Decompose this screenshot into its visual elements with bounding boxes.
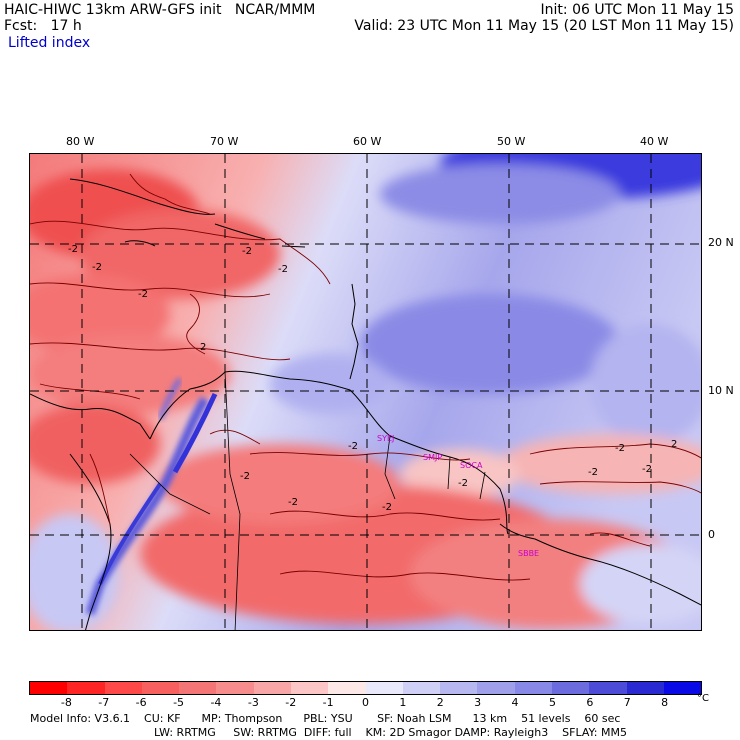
- contour-label: -2: [242, 246, 252, 257]
- contour-label: -2: [240, 471, 250, 482]
- colorbar-cell: [179, 682, 217, 694]
- contour-label: -2: [92, 262, 102, 273]
- model-title: HAIC-HIWC 13km ARW-GFS init NCAR/MMM: [4, 2, 316, 18]
- contour-label: -2: [588, 467, 598, 478]
- colorbar-cell: [328, 682, 366, 694]
- colorbar-cell: [626, 682, 664, 694]
- colorbar-cell: [104, 682, 142, 694]
- colorbar-tick-label: 4: [511, 696, 519, 709]
- colorbar-cell: [216, 682, 254, 694]
- contour-label: -2: [615, 443, 625, 454]
- lat-label-10n: 10 N: [708, 384, 734, 397]
- colorbar-tick-label: 3: [474, 696, 482, 709]
- coastlines: [30, 178, 701, 630]
- colorbar-cell: [402, 682, 441, 694]
- lon-label-40w: 40 W: [640, 135, 669, 148]
- lon-label-80w: 80 W: [66, 135, 95, 148]
- colorbar-tick-label: 6: [586, 696, 594, 709]
- contours: [30, 173, 701, 581]
- colorbar-tick-label: 2: [436, 696, 444, 709]
- contour-label: -2: [458, 478, 468, 489]
- graticule: [30, 154, 701, 630]
- colorbar-unit: °C: [697, 693, 709, 704]
- colorbar-tick-label: -5: [173, 696, 185, 709]
- lon-label-70w: 70 W: [210, 135, 239, 148]
- colorbar-tick-label: -8: [60, 696, 72, 709]
- colorbar: [29, 681, 702, 695]
- map-canvas: -2 -2 -2 -2 -2 2 -2 -2 -2 -2 -2 -2 -2 -2…: [30, 154, 701, 630]
- contour-label: -2: [348, 441, 358, 452]
- stations: SYEJ SMJP SOCA SBBE: [377, 434, 539, 558]
- colorbar-tick-label: 8: [661, 696, 669, 709]
- model-info-line1: Model Info: V3.6.1 CU: KF MP: Thompson P…: [30, 712, 621, 725]
- colorbar-cell: [290, 682, 329, 694]
- field-blobs: [30, 154, 701, 630]
- contour-labels: -2 -2 -2 -2 -2 2 -2 -2 -2 -2 -2 -2 -2 -2…: [68, 244, 677, 513]
- colorbar-cell: [514, 682, 552, 694]
- contour-label: -2: [68, 244, 78, 255]
- colorbar-tick-label: -2: [285, 696, 297, 709]
- station-syej: SYEJ: [377, 434, 394, 443]
- contour-label: 2: [671, 439, 677, 450]
- field-name: Lifted index: [8, 35, 91, 51]
- colorbar-cell: [477, 682, 515, 694]
- station-soca: SOCA: [460, 461, 483, 470]
- colorbar-cell: [440, 682, 478, 694]
- colorbar-tick-label: 1: [399, 696, 407, 709]
- colorbar-tick-label: -1: [322, 696, 334, 709]
- andes-blue-ridge: [85, 377, 218, 616]
- colorbar-tick-label: 7: [623, 696, 631, 709]
- init-time: Init: 06 UTC Mon 11 May 15: [540, 2, 734, 18]
- contour-label: 2: [200, 342, 206, 353]
- colorbar-tick-label: -7: [98, 696, 110, 709]
- colorbar-tick-label: 5: [548, 696, 556, 709]
- lat-label-0: 0: [708, 528, 715, 541]
- colorbar-cell: [663, 682, 702, 694]
- colorbar-cell: [67, 682, 105, 694]
- colorbar-tick-label: 0: [362, 696, 369, 709]
- lifted-index-map: -2 -2 -2 -2 -2 2 -2 -2 -2 -2 -2 -2 -2 -2…: [29, 153, 702, 631]
- model-info-line2: LW: RRTMG SW: RRTMG DIFF: full KM: 2D Sm…: [154, 726, 627, 739]
- contour-label: -2: [138, 289, 148, 300]
- forecast-hour: Fcst: 17 h: [4, 18, 82, 34]
- colorbar-cell: [589, 682, 627, 694]
- contour-label: -2: [278, 264, 288, 275]
- lon-label-50w: 50 W: [497, 135, 526, 148]
- station-smjp: SMJP: [423, 453, 442, 462]
- contour-label: -2: [382, 502, 392, 513]
- contour-label: -2: [642, 464, 652, 475]
- station-sbbe: SBBE: [518, 549, 539, 558]
- colorbar-tick-label: -3: [247, 696, 259, 709]
- colorbar-cell: [141, 682, 180, 694]
- valid-time: Valid: 23 UTC Mon 11 May 15 (20 LST Mon …: [354, 18, 734, 34]
- colorbar-tick-label: -6: [135, 696, 147, 709]
- colorbar-cell: [365, 682, 403, 694]
- colorbar-cell: [30, 682, 68, 694]
- colorbar-cell: [253, 682, 291, 694]
- lat-label-20n: 20 N: [708, 236, 734, 249]
- colorbar-tick-label: -4: [210, 696, 222, 709]
- lon-label-60w: 60 W: [353, 135, 382, 148]
- colorbar-cell: [551, 682, 590, 694]
- contour-label: -2: [288, 497, 298, 508]
